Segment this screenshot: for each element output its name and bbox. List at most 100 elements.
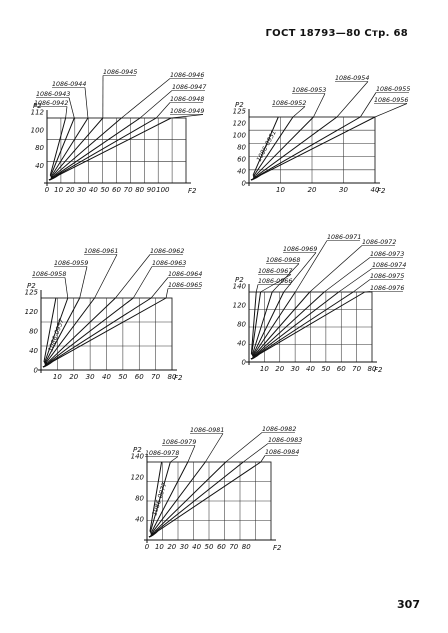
chart3-series-label: 1086-0965 (168, 282, 202, 289)
chart1-y-tick: 100 (31, 126, 45, 134)
chart1-series-label: 1086-0948 (170, 96, 204, 103)
chart5-x-tick: 80 (242, 543, 251, 551)
chart3-x-tick: 60 (135, 373, 144, 381)
chart4-x-tick: 70 (352, 365, 361, 373)
chart3-y-tick: 40 (29, 347, 38, 355)
chart5-series-line (148, 461, 262, 538)
chart1-label-leader (68, 97, 75, 119)
chart2-label-leader (313, 93, 326, 118)
chart5-series-label: 1086-0983 (268, 437, 302, 444)
chart3-y-tick: 80 (29, 328, 38, 336)
chart4-x-tick: 40 (306, 365, 315, 373)
chart4-label-leader (271, 263, 300, 293)
chart2-series-line (250, 116, 294, 181)
chart1-series-label: 1086-0945 (103, 69, 137, 76)
chart5-x-tick: 70 (229, 543, 238, 551)
chart2-y-tick: 80 (237, 144, 246, 152)
chart2-x-tick: 20 (308, 186, 317, 194)
chart5-y-tick: 40 (135, 516, 144, 524)
chart4-y-tick: 120 (233, 302, 247, 310)
chart5-y-tick: 80 (135, 495, 144, 503)
chart4-series-label: 1086-0966 (258, 278, 292, 285)
chart4-series-label: 1086-0968 (266, 257, 300, 264)
chart2-x-tick: 30 (339, 186, 348, 194)
chart1-label-leader (171, 114, 204, 119)
chart2-xlabel: F2 (377, 187, 386, 195)
chart3-series-label: 1086-0963 (152, 260, 186, 267)
chart2-y-tick: 60 (237, 156, 246, 164)
chart1-label-leader (84, 87, 89, 119)
chart4-label-leader (352, 279, 371, 293)
chart5-label-leader (260, 455, 266, 463)
chart4-label-leader (295, 240, 328, 293)
chart4-label-leader (309, 245, 363, 293)
chart3-y-tick: 0 (34, 367, 39, 375)
page-number: 307 (397, 598, 420, 611)
chart2-y-tick: 40 (237, 168, 246, 176)
chart5-xlabel: F2 (273, 544, 282, 552)
chart2-series-label: 1086-0953 (292, 87, 326, 94)
chart2-series-label: 1086-0955 (376, 86, 410, 93)
chart1-x-tick: 70 (124, 186, 133, 194)
chart5-x-tick: 20 (167, 543, 176, 551)
chart1-x-tick: 30 (77, 186, 86, 194)
chart2-label-leader (360, 92, 377, 118)
chart5-label-leader (170, 456, 179, 463)
chart2-label-leader (374, 103, 408, 118)
chart5-label-leader (225, 432, 263, 463)
chart3-x-tick: 10 (53, 373, 62, 381)
chart5-x-tick: 0 (145, 543, 150, 551)
chart4-y-tick: 0 (242, 359, 247, 367)
chart2-series-line (250, 116, 376, 181)
chart1-series-line (48, 117, 75, 181)
chart1-x-tick: 50 (100, 186, 109, 194)
chart1-label-leader (121, 78, 171, 119)
chart3-x-tick: 30 (86, 373, 95, 381)
chart1-series-label: 1086-0946 (170, 72, 204, 79)
chart4-series-label: 1086-0975 (370, 273, 404, 280)
chart3-series-line (42, 297, 95, 368)
chart1-label-leader (139, 90, 173, 119)
page-header: ГОСТ 18793—80 Стр. 68 (265, 28, 408, 39)
chart1-series-label: 1086-0943 (36, 91, 70, 98)
chart5-x-tick: 60 (217, 543, 226, 551)
chart1-ylabel: P2 (33, 102, 42, 110)
chart2-series-line (250, 116, 314, 181)
chart1-series-line (48, 117, 172, 181)
chart4-y-tick: 80 (237, 321, 246, 329)
chart5-y-tick: 120 (131, 474, 145, 482)
chart4-ylabel: P2 (235, 276, 244, 284)
chart4-y-tick: 140 (233, 283, 247, 291)
chart3-series-label: 1086-0964 (168, 271, 202, 278)
chart4-x-tick: 80 (368, 365, 377, 373)
chart3-series-label: 1086-0958 (32, 271, 66, 278)
chart4-x-tick: 30 (291, 365, 300, 373)
chart1-label-leader (155, 102, 171, 119)
chart2-y-tick: 0 (242, 180, 247, 188)
chart4-series-label: 1086-0972 (362, 239, 396, 246)
chart5-y-tick: 140 (131, 453, 145, 461)
chart1-series-line (48, 117, 89, 181)
chart5-x-tick: 10 (155, 543, 164, 551)
chart4-x-tick: 20 (275, 365, 284, 373)
chart3-x-tick: 50 (118, 373, 127, 381)
chart4-label-leader (255, 284, 259, 293)
chart3-label-leader (132, 266, 153, 299)
chart2-label-leader (336, 81, 369, 118)
chart1-label-leader (65, 106, 68, 119)
chart3-label-leader (64, 277, 69, 299)
chart5-label-leader (243, 443, 269, 463)
chart5-label-leader (187, 445, 196, 463)
chart3-ylabel: P2 (27, 282, 36, 290)
chart3-series-label: 1086-0959 (54, 260, 88, 267)
chart4-series-label: 1086-0967 (258, 268, 292, 275)
chart4-xlabel: F2 (374, 366, 383, 374)
chart4-series-line (250, 291, 354, 360)
chart5-ylabel: P2 (133, 446, 142, 454)
chart1-series-label: 1086-0949 (170, 108, 204, 115)
chart1-x-tick: 100 (156, 186, 170, 194)
chart4-label-leader (364, 291, 371, 293)
chart4-x-tick: 10 (260, 365, 269, 373)
